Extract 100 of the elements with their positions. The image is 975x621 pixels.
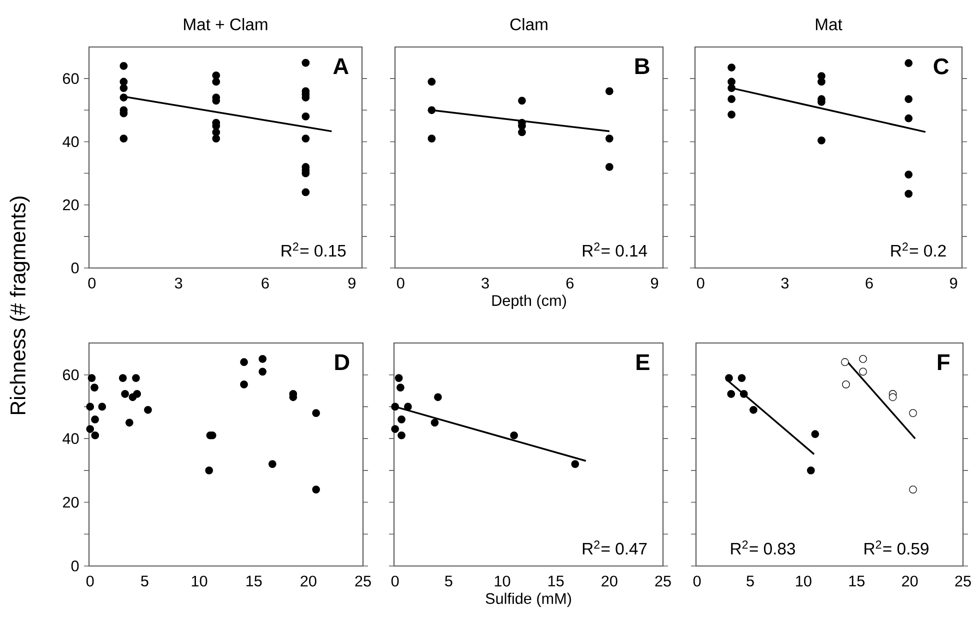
point	[396, 384, 404, 392]
point	[728, 110, 736, 118]
annotation: R$^{2}$= 0.15	[282, 242, 346, 257]
x-tick-label: 6	[866, 278, 873, 289]
point	[909, 486, 917, 494]
point	[904, 114, 913, 122]
y-axis-title: Richness (# fragments)	[10, 196, 30, 414]
point	[859, 368, 867, 376]
point	[518, 128, 526, 136]
x-tick-label: 0	[693, 576, 701, 587]
x-tick-label: 9	[650, 278, 658, 289]
point	[212, 134, 220, 142]
chart-title: Clam	[510, 18, 548, 30]
annotation: R$^{2}$= 0.14	[582, 242, 648, 257]
point	[888, 393, 897, 402]
annotation: R$^{2}$= 0.59	[864, 540, 928, 555]
point	[120, 94, 128, 102]
x-tick-label: 5	[141, 576, 148, 586]
y-tick-label: 40	[62, 136, 79, 148]
point	[728, 95, 736, 104]
point	[212, 71, 220, 80]
x-tick-label: 25	[655, 576, 671, 587]
chart-title: Mat + Clam	[184, 18, 268, 30]
point	[125, 418, 134, 427]
point	[258, 354, 267, 363]
x-tick-label: 5	[445, 576, 452, 586]
point	[391, 402, 400, 411]
x-tick-label: 9	[348, 278, 356, 289]
point	[121, 390, 129, 398]
point	[605, 163, 614, 171]
point	[144, 406, 152, 414]
y-tick-label: 20	[63, 199, 79, 210]
point	[133, 390, 141, 398]
y-tick-label: 0	[71, 560, 79, 572]
point	[859, 354, 867, 363]
point	[132, 374, 140, 382]
annotation: C	[934, 58, 949, 74]
x-tick-label: 3	[482, 278, 489, 289]
point	[120, 134, 128, 142]
annotation: B	[635, 58, 650, 74]
annotation: R$^{2}$= 0.83	[731, 540, 795, 555]
annotation: E	[636, 354, 650, 370]
point	[120, 84, 128, 92]
y-tick-label: 0	[71, 262, 79, 274]
x-tick-label: 6	[262, 278, 269, 289]
x-tick-label: 3	[174, 278, 182, 289]
x-tick-label: 25	[355, 576, 371, 587]
point	[98, 402, 106, 411]
x-tick-label: 5	[746, 576, 754, 586]
x-axis-title: Sulfide (mM)	[486, 592, 571, 607]
y-tick-label: 60	[63, 73, 79, 84]
point	[428, 78, 436, 86]
y-tick-label: 20	[63, 496, 79, 508]
x-tick-label: 0	[696, 278, 704, 289]
x-tick-label: 20	[902, 576, 918, 587]
annotation: D	[335, 354, 350, 370]
chart-title: Mat	[816, 18, 842, 30]
point	[605, 134, 614, 142]
annotation: R$^{2}$= 0.47	[582, 540, 647, 555]
point	[212, 78, 220, 86]
point	[120, 62, 128, 70]
x-axis-title: Depth (cm)	[492, 294, 566, 309]
point	[90, 384, 98, 392]
point	[88, 374, 96, 382]
annotation: R$^{2}$= 0.2	[891, 242, 946, 257]
point	[740, 390, 748, 398]
x-tick-label: 25	[955, 576, 971, 587]
point	[398, 431, 406, 440]
x-tick-label: 0	[88, 278, 96, 289]
x-tick-label: 9	[950, 278, 958, 289]
point	[302, 188, 310, 196]
x-tick-label: 3	[781, 278, 789, 289]
point	[430, 418, 439, 427]
point	[86, 425, 94, 433]
point	[302, 112, 310, 120]
x-tick-label: 6	[566, 278, 574, 289]
point	[818, 78, 826, 86]
point	[312, 409, 320, 418]
point	[404, 402, 412, 411]
point	[518, 96, 526, 105]
point	[240, 380, 248, 388]
point	[904, 190, 913, 198]
point	[434, 393, 442, 402]
x-tick-label: 20	[602, 576, 618, 587]
point	[391, 425, 400, 433]
x-tick-label: 0	[396, 278, 404, 289]
x-tick-label: 20	[300, 576, 316, 587]
point	[312, 486, 320, 494]
point	[806, 466, 815, 474]
annotation: A	[333, 58, 348, 74]
point	[728, 64, 736, 72]
point	[394, 374, 403, 382]
point	[302, 134, 310, 142]
x-tick-label: 10	[192, 576, 208, 587]
y-tick-label: 60	[63, 369, 79, 380]
point	[605, 87, 614, 96]
point	[738, 374, 746, 382]
x-tick-label: 0	[391, 576, 399, 587]
x-tick-label: 10	[796, 576, 812, 587]
y-tick-label: 40	[62, 433, 79, 444]
